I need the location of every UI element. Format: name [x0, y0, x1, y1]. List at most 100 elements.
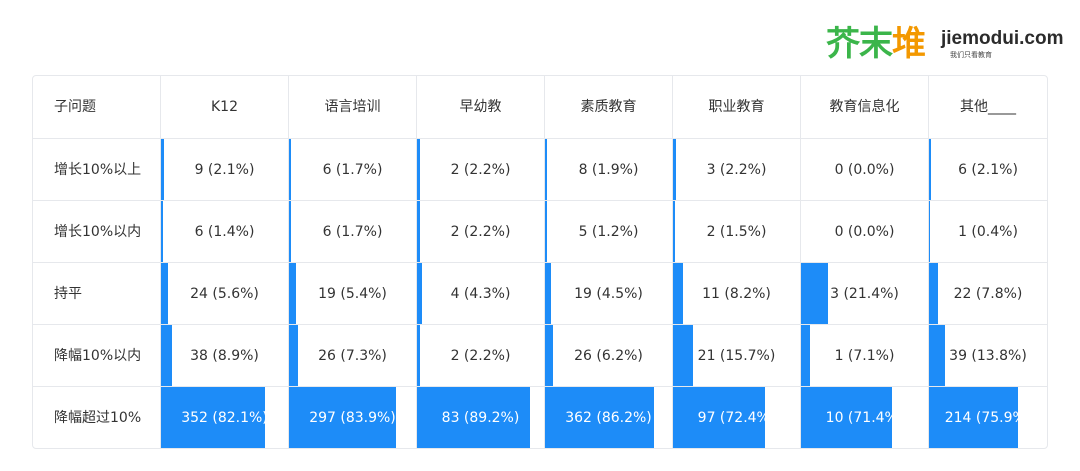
data-cell: 6 (1.4%): [161, 201, 289, 263]
cell-value: 24 (5.6%): [190, 285, 259, 302]
data-cell: 3 (21.4%): [801, 263, 929, 325]
brand-logo: 芥末堆 jiemodui.com 我们只看教育: [826, 22, 1064, 66]
column-header-label: 语言培训: [324, 99, 381, 115]
data-cell: 0 (0.0%): [801, 201, 929, 263]
data-cell: 22 (7.8%): [929, 263, 1047, 325]
percent-bar: [161, 201, 163, 262]
percent-bar: [417, 263, 423, 324]
column-header: 其他____: [929, 76, 1047, 139]
row-header: 降幅超过10%: [33, 387, 161, 448]
percent-bar: [545, 139, 548, 200]
data-cell: 362 (86.2%): [545, 387, 673, 448]
percent-bar: [545, 201, 547, 262]
percent-bar: [161, 325, 173, 386]
logo-chinese-mark: 芥末堆: [826, 24, 926, 64]
percent-bar: [673, 201, 675, 262]
column-header: 职业教育: [673, 76, 801, 139]
data-cell: 19 (5.4%): [289, 263, 417, 325]
corner-header: 子问题: [33, 76, 161, 139]
percent-bar: [801, 387, 892, 448]
percent-bar: [673, 387, 765, 448]
data-cell: 38 (8.9%): [161, 325, 289, 387]
cell-value: 297 (83.9%): [309, 409, 396, 426]
percent-bar: [417, 139, 420, 200]
percent-bar: [289, 387, 396, 448]
column-header-label: 职业教育: [708, 99, 765, 115]
row-header-label: 增长10%以上: [54, 161, 142, 178]
percent-bar: [161, 387, 266, 448]
percent-bar: [417, 387, 531, 448]
percent-bar: [161, 139, 164, 200]
percent-bar: [417, 325, 420, 386]
cell-value: 39 (13.8%): [949, 347, 1027, 364]
percent-bar: [673, 139, 676, 200]
data-cell: 6 (1.7%): [289, 201, 417, 263]
cell-value: 11 (8.2%): [702, 285, 771, 302]
data-cell: 352 (82.1%): [161, 387, 289, 448]
cell-value: 5 (1.2%): [578, 223, 639, 240]
percent-bar: [545, 387, 655, 448]
percent-bar: [545, 325, 553, 386]
cell-value: 362 (86.2%): [565, 409, 652, 426]
percent-bar: [929, 325, 946, 386]
cell-value: 352 (82.1%): [181, 409, 268, 426]
column-header: 语言培训: [289, 76, 417, 139]
percent-bar: [289, 263, 296, 324]
data-cell: 97 (72.4%): [673, 387, 801, 448]
column-header-label: 教育信息化: [829, 99, 900, 115]
cell-value: 26 (7.3%): [318, 347, 387, 364]
data-cell: 24 (5.6%): [161, 263, 289, 325]
cell-value: 4 (4.3%): [450, 285, 511, 302]
cell-value: 0 (0.0%): [834, 161, 895, 178]
cell-value: 97 (72.4%): [697, 409, 776, 426]
column-header: K12: [161, 76, 289, 139]
row-header-label: 持平: [54, 285, 82, 302]
data-cell: 8 (1.9%): [545, 139, 673, 201]
crosstab-table: 子问题 K12 语言培训 早幼教 素质教育 职业教育 教育信息化 其他____ 增长10%以上 9…: [32, 75, 1048, 449]
corner-label: 子问题: [54, 99, 96, 115]
percent-bar: [417, 201, 420, 262]
cell-value: 214 (75.9%): [944, 409, 1032, 426]
cell-value: 3 (21.4%): [830, 285, 899, 302]
cell-value: 1 (0.4%): [958, 223, 1018, 240]
cell-value: 3 (2.2%): [706, 161, 767, 178]
percent-bar: [801, 325, 811, 386]
cell-value: 2 (2.2%): [450, 347, 511, 364]
data-cell: 0 (0.0%): [801, 139, 929, 201]
data-cell: 297 (83.9%): [289, 387, 417, 448]
cell-value: 22 (7.8%): [953, 285, 1023, 302]
percent-bar: [929, 263, 939, 324]
percent-bar: [673, 263, 684, 324]
cell-value: 6 (1.7%): [322, 161, 383, 178]
data-cell: 214 (75.9%): [929, 387, 1047, 448]
data-cell: 1 (7.1%): [801, 325, 929, 387]
cell-value: 0 (0.0%): [834, 223, 895, 240]
data-cell: 2 (2.2%): [417, 325, 545, 387]
cell-value: 6 (1.7%): [322, 223, 383, 240]
column-header-label: K12: [211, 99, 238, 115]
data-cell: 2 (1.5%): [673, 201, 801, 263]
data-cell: 2 (2.2%): [417, 201, 545, 263]
logo-domain: jiemodui.com: [941, 28, 1064, 49]
data-cell: 5 (1.2%): [545, 201, 673, 263]
row-header: 降幅10%以内: [33, 325, 161, 387]
cell-value: 9 (2.1%): [194, 161, 255, 178]
data-cell: 19 (4.5%): [545, 263, 673, 325]
data-cell: 1 (0.4%): [929, 201, 1047, 263]
cell-value: 2 (2.2%): [450, 223, 511, 240]
data-cell: 21 (15.7%): [673, 325, 801, 387]
data-cell: 9 (2.1%): [161, 139, 289, 201]
percent-bar: [161, 263, 169, 324]
row-header-label: 降幅10%以内: [54, 347, 142, 364]
data-cell: 26 (7.3%): [289, 325, 417, 387]
data-cell: 26 (6.2%): [545, 325, 673, 387]
cell-value: 2 (2.2%): [450, 161, 511, 178]
cell-value: 19 (4.5%): [574, 285, 643, 302]
cell-value: 26 (6.2%): [574, 347, 643, 364]
row-header: 持平: [33, 263, 161, 325]
data-cell: 6 (2.1%): [929, 139, 1047, 201]
percent-bar: [289, 139, 292, 200]
data-cell: 2 (2.2%): [417, 139, 545, 201]
percent-bar: [929, 139, 932, 200]
data-cell: 39 (13.8%): [929, 325, 1047, 387]
